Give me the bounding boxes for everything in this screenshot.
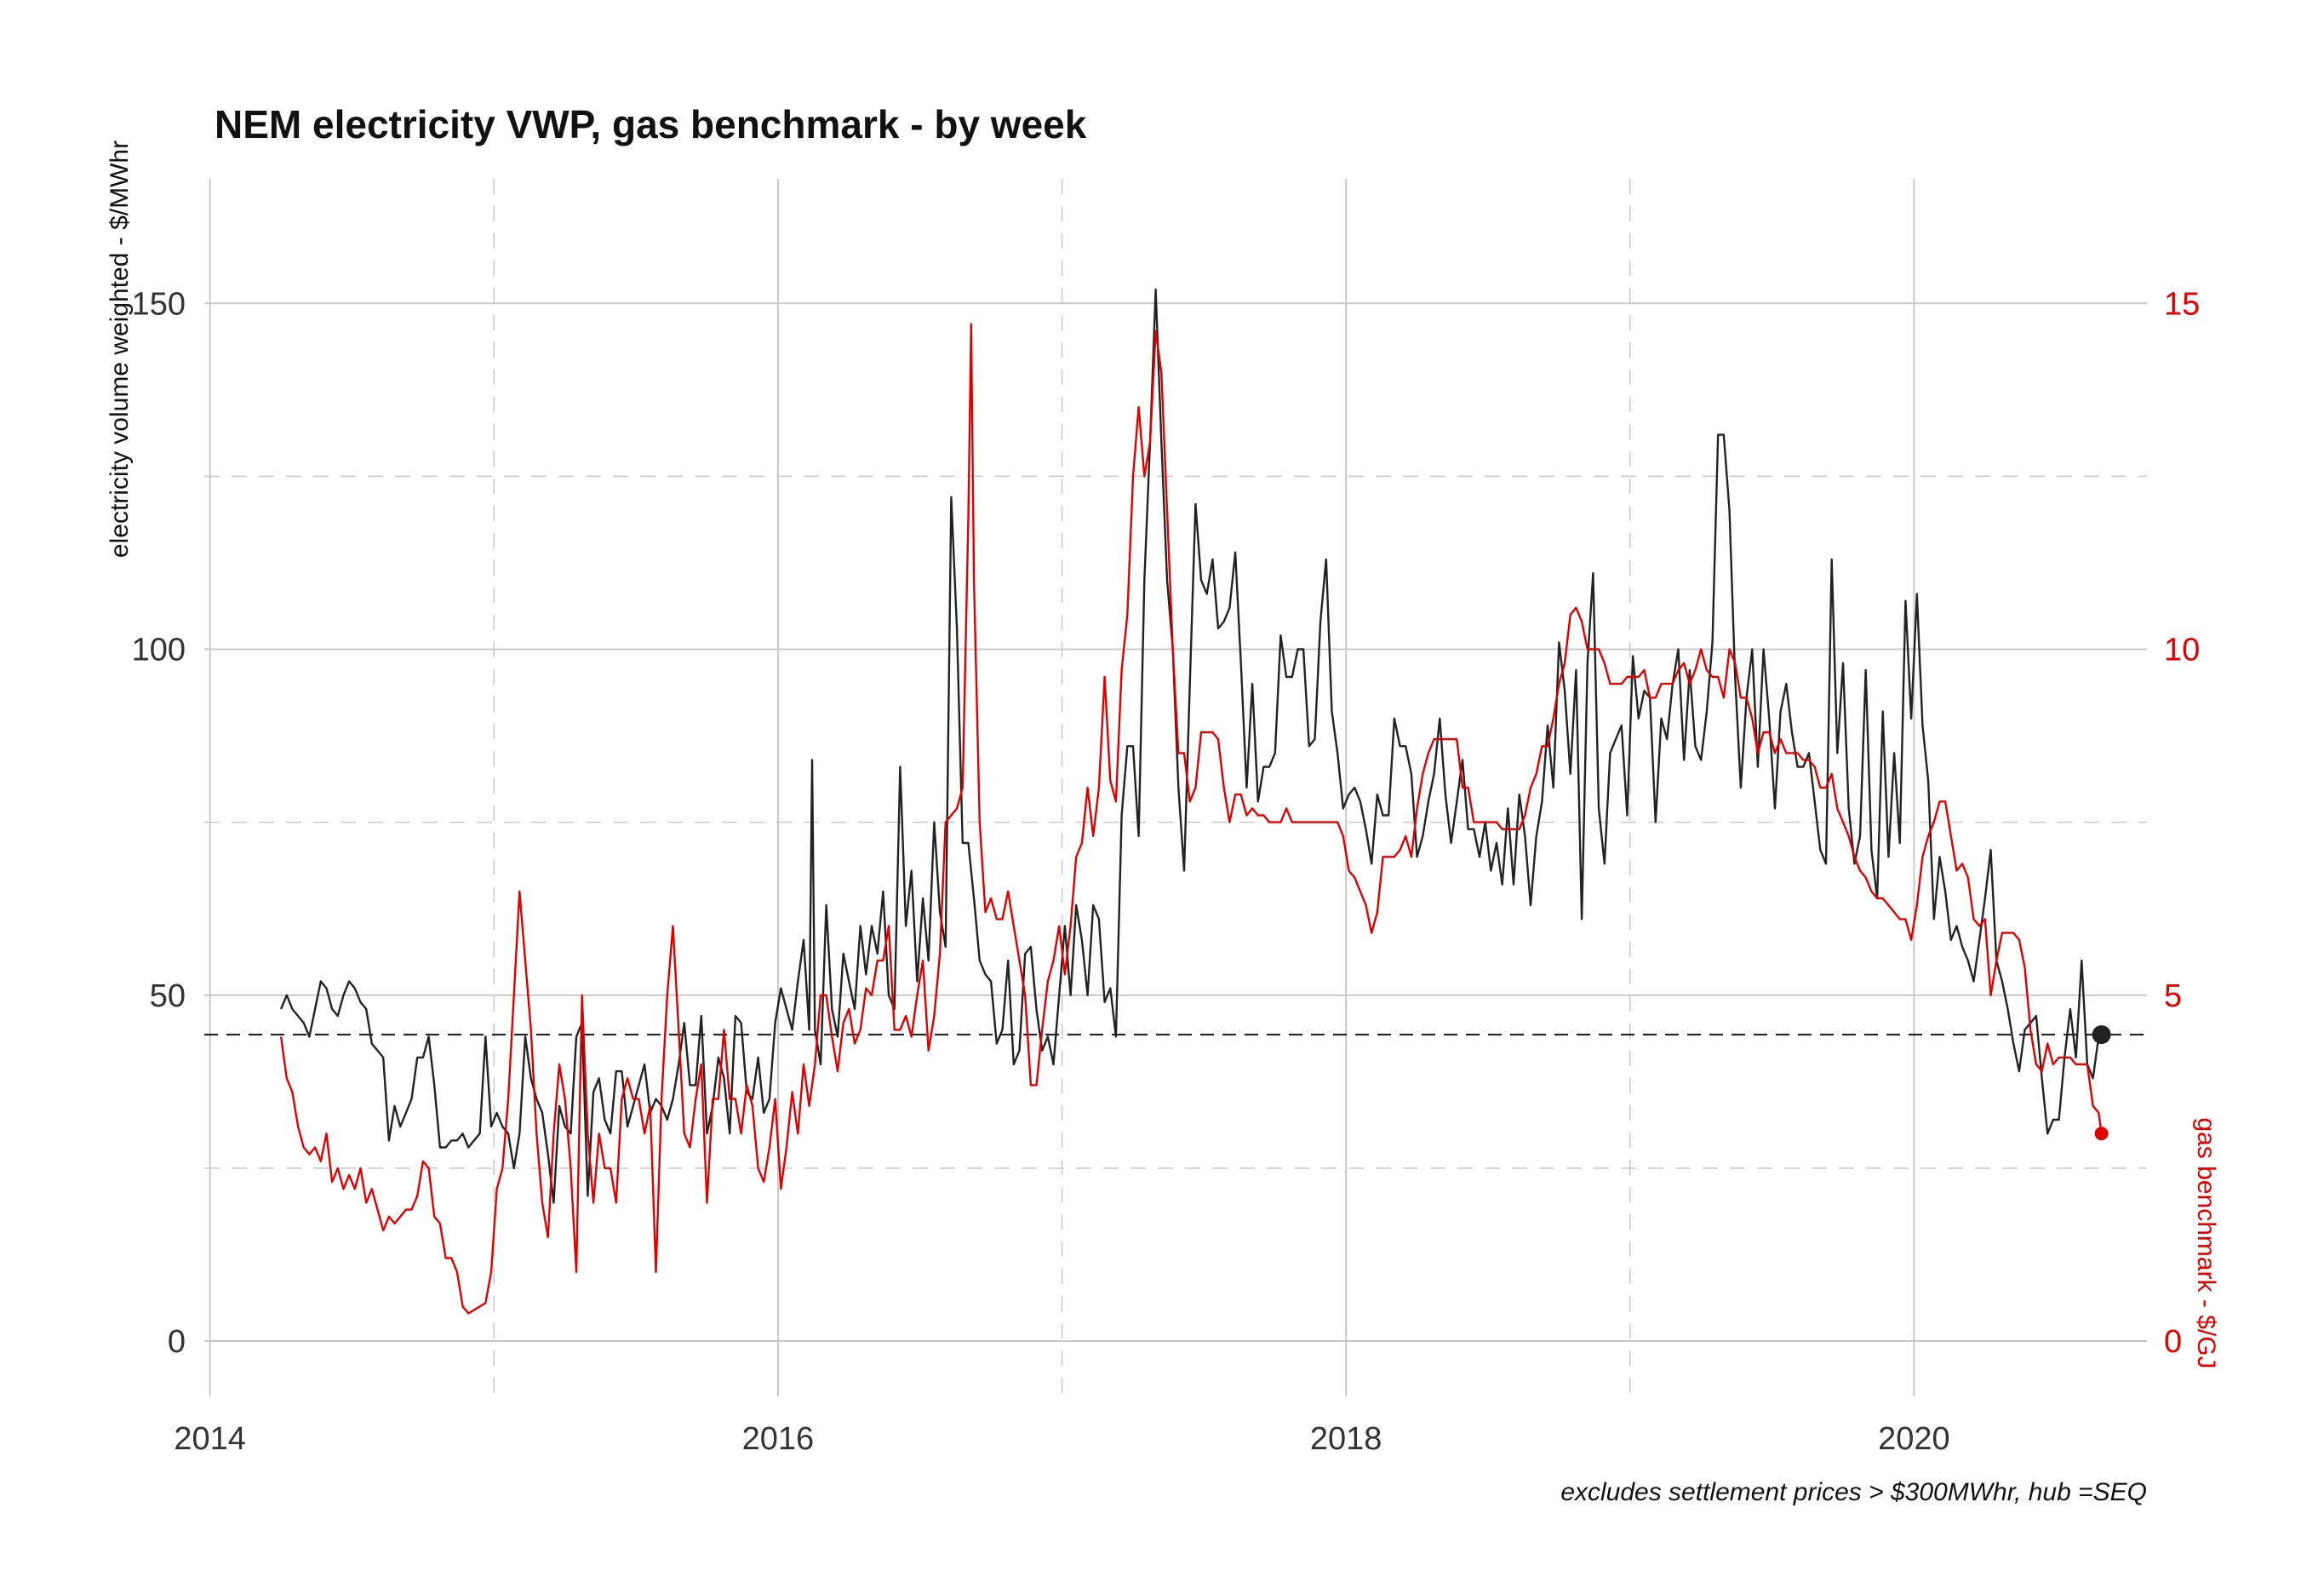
y-tick-label-left: 150 [132,286,186,322]
x-tick-label: 2018 [1310,1421,1382,1457]
x-axis-ticks: 2014 2016 2018 2020 [174,1421,1949,1457]
left-axis-ticks: 0 50 100 150 [132,286,186,1360]
y-tick-label-right: 5 [2164,978,2182,1014]
right-axis-ticks: 0 5 10 15 [2164,286,2200,1360]
chart-title: NEM electricity VWP, gas benchmark - by … [215,102,1087,146]
y-axis-label-right: gas benchmark - $/GJ [2192,1117,2220,1368]
x-tick-label: 2020 [1878,1421,1950,1457]
y-tick-label-left: 100 [132,633,186,668]
chart-caption: excludes settlement prices > $300MWhr, h… [1560,1478,2147,1506]
y-axis-label-left: electricity volume weighted - $/MWhr [106,140,134,558]
y-tick-label-right: 0 [2164,1324,2182,1360]
x-tick-label: 2014 [174,1421,246,1457]
electricity-series-line [279,288,2103,1204]
y-tick-label-left: 50 [150,978,186,1014]
gas-series-line [279,323,2103,1315]
electricity-last-point-marker [2092,1025,2111,1045]
y-tick-label-right: 10 [2164,633,2200,668]
y-tick-label-left: 0 [168,1324,186,1360]
x-tick-label: 2016 [742,1421,815,1457]
series [279,288,2111,1315]
y-tick-label-right: 15 [2164,286,2200,322]
gas-last-point-marker [2094,1127,2109,1141]
